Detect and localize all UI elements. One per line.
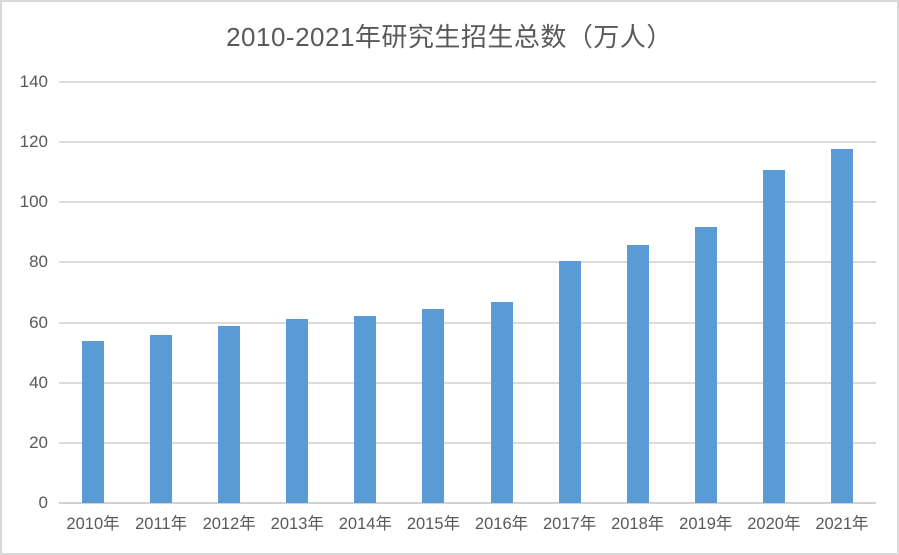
- y-tick-label-60: 60: [29, 312, 48, 332]
- gridline-20: [59, 441, 876, 444]
- gridline-120: [59, 141, 876, 144]
- y-tick-label-20: 20: [29, 432, 48, 452]
- bar-2012年: [218, 326, 241, 503]
- x-tick-label-2021年: 2021年: [815, 515, 869, 533]
- bar-2010年: [82, 341, 105, 503]
- x-tick-label-2020年: 2020年: [747, 515, 801, 533]
- x-tick-label-2015年: 2015年: [406, 515, 461, 533]
- y-tick-label-80: 80: [29, 252, 48, 272]
- bar-2015年: [422, 309, 445, 503]
- x-tick-label-2011年: 2011年: [135, 515, 188, 533]
- x-tick-label-2017年: 2017年: [543, 515, 597, 533]
- bar-2021年: [830, 149, 853, 503]
- x-axis-line: [59, 502, 876, 504]
- bar-2016年: [490, 302, 513, 503]
- y-tick-label-140: 140: [19, 72, 48, 91]
- x-tick-label-2012年: 2012年: [202, 515, 256, 533]
- bar-2020年: [762, 170, 785, 503]
- x-tick-label-2014年: 2014年: [338, 515, 392, 533]
- bar-2013年: [286, 319, 309, 503]
- bar-2017年: [558, 261, 581, 503]
- x-tick-label-2013年: 2013年: [270, 515, 324, 533]
- y-tick-label-120: 120: [19, 132, 48, 152]
- chart-title: 2010-2021年研究生招生总数（万人）: [226, 22, 673, 52]
- y-tick-label-40: 40: [29, 372, 48, 392]
- gridline-80: [59, 261, 876, 264]
- gridline-100: [59, 201, 876, 204]
- x-axis-labels: 2010年 2011年 2012年 2013年 2014年 2015年 2016年 2017年…: [59, 511, 876, 537]
- bar-2011年: [150, 335, 173, 503]
- x-tick-label-2019年: 2019年: [679, 515, 733, 533]
- gridline-40: [59, 381, 876, 384]
- plot-area: [59, 81, 876, 504]
- gridline-140: [59, 81, 876, 83]
- y-tick-label-0: 0: [38, 493, 48, 512]
- bar-2019年: [694, 227, 717, 503]
- y-tick-label-100: 100: [19, 192, 48, 212]
- x-tick-label-2010年: 2010年: [66, 515, 120, 533]
- x-tick-label-2016年: 2016年: [474, 515, 529, 533]
- y-axis-labels: 0 20 40 60 80 100 120 140: [2, 2, 48, 553]
- gridline-60: [59, 321, 876, 324]
- x-tick-label-2018年: 2018年: [611, 515, 665, 533]
- bar-2018年: [626, 245, 649, 503]
- bar-2014年: [354, 316, 377, 503]
